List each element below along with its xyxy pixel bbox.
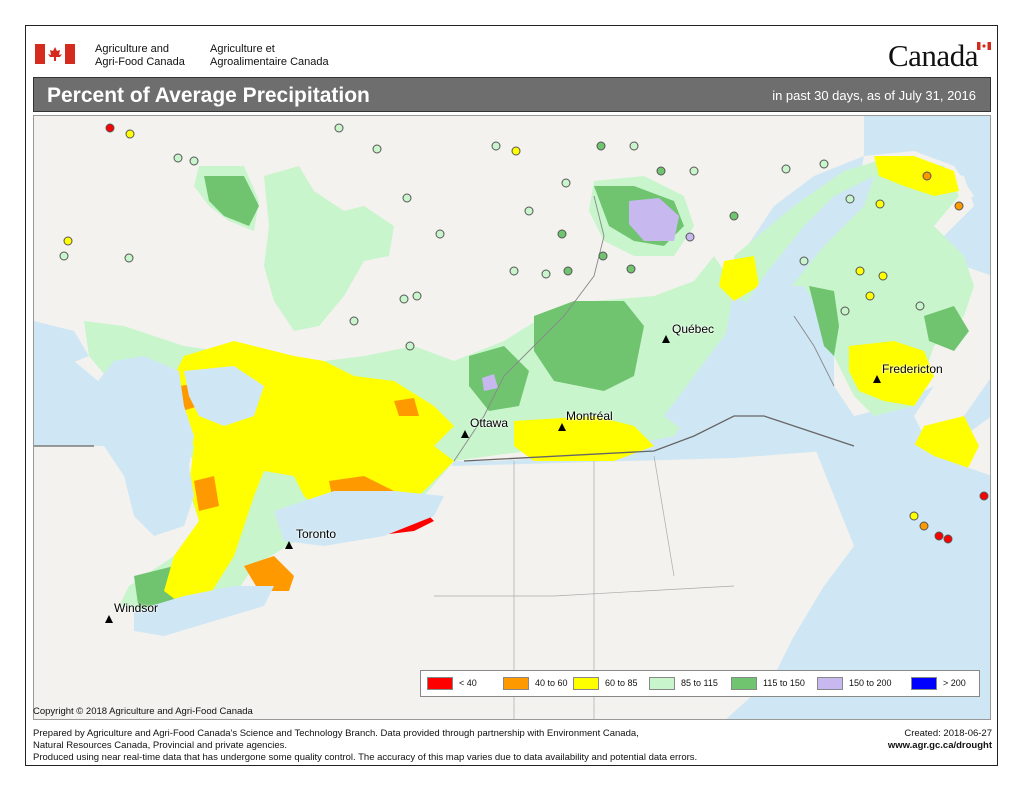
lake-erie [134,586,274,636]
city-marker-toronto [285,541,293,549]
zone-85-115-north1 [264,166,394,331]
zone-150-200-3 [482,374,498,391]
station-dots [59,123,989,544]
city-marker-quebec [662,335,670,343]
legend-label: 115 to 150 [763,678,805,688]
footer-meta: Created: 2018-06-27 www.agr.gc.ca/drough… [888,728,992,752]
legend-swatch [649,677,675,690]
dept-fr-line1: Agriculture et [210,43,275,55]
city-marker-ottawa [461,430,469,438]
legend-label: 60 to 85 [605,678,638,688]
zone-115-150-7 [924,306,969,351]
legend-label: 85 to 115 [681,678,718,688]
lake-ontario [274,491,444,546]
zone-115-150-4 [204,176,259,226]
zone-40-60-3 [194,476,219,511]
atlantic-ocean [726,426,990,719]
legend-swatch [817,677,843,690]
created-date: Created: 2018-06-27 [904,728,992,739]
legend-label: > 200 [943,678,966,688]
title-bar [33,77,991,112]
city-label-toronto: Toronto [296,527,337,541]
zone-60-85-north [719,256,759,301]
zone-115-150-1 [534,301,644,391]
map-title: Percent of Average Precipitation [47,84,370,107]
legend-label: 150 to 200 [849,678,892,688]
department-name-en: Agriculture and Agri-Food Canada [95,43,205,69]
city-label-fredericton: Fredericton [882,362,943,376]
department-name-fr: Agriculture et Agroalimentaire Canada [210,43,350,69]
map-legend: < 40 40 to 60 60 to 85 85 to 115 115 to … [420,670,980,697]
city-marker-fredericton [873,375,881,383]
footer-line1: Prepared by Agriculture and Agri-Food Ca… [33,728,639,739]
lake-huron [94,356,194,536]
zone-60-85-gaspe [874,156,959,196]
legend-swatch [731,677,757,690]
map-subtitle: in past 30 days, as of July 31, 2016 [772,88,976,103]
footer-credits: Prepared by Agriculture and Agri-Food Ca… [33,728,793,764]
city-marker-montreal [558,423,566,431]
zone-60-85-fredericton [849,341,934,406]
footer-line3: Produced using near real-time data that … [33,752,698,763]
canada-wordmark: Canada [888,38,978,73]
us-state-borders [434,455,735,719]
city-label-montreal: Montréal [566,409,613,423]
legend-swatch [911,677,937,690]
canada-flag-icon [35,44,75,64]
zone-40-60-5 [394,398,419,416]
copyright-notice: Copyright © 2018 Agriculture and Agri-Fo… [33,706,253,717]
dept-en-line2: Agri-Food Canada [95,56,185,68]
map-canvas [34,116,990,719]
precipitation-map: Québec Ottawa Montréal Fredericton Toron… [33,115,991,720]
zone-115-150-2 [469,346,529,411]
legend-label: < 40 [459,678,477,688]
dept-en-line1: Agriculture and [95,43,169,55]
city-label-windsor: Windsor [114,601,159,615]
wordmark-flag-icon [977,42,991,50]
lake-superior-edge [34,321,89,366]
legend-swatch [503,677,529,690]
legend-swatch [573,677,599,690]
city-label-quebec: Québec [672,322,715,336]
legend-swatch [427,677,453,690]
st-lawrence [664,176,874,431]
city-marker-windsor [105,615,113,623]
footer-line2: Natural Resources Canada, Provincial and… [33,740,287,751]
zone-40-60-2 [244,556,294,591]
legend-label: 40 to 60 [535,678,568,688]
zone-60-85-ottawa [514,416,654,461]
canada-us-border [34,415,855,462]
drought-url-link[interactable]: www.agr.gc.ca/drought [887,740,992,751]
provincial-borders [453,195,835,462]
dept-fr-line2: Agroalimentaire Canada [210,56,329,68]
city-label-ottawa: Ottawa [470,416,509,430]
zone-150-200-1 [629,198,679,241]
georgian-bay [184,366,264,426]
zone-115-150-5 [809,286,839,356]
